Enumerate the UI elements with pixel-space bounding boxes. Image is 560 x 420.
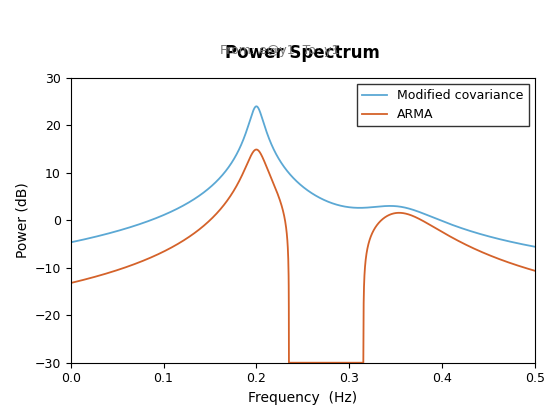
Modified covariance (520, 242, 526, 247)
Title: Power Spectrum: Power Spectrum (225, 45, 380, 63)
ARMA (478, 249, 485, 255)
Line: ARMA: ARMA (71, 150, 535, 363)
Modified covariance (502, 238, 509, 243)
Modified covariance (531, 244, 538, 249)
ARMA (531, 268, 538, 273)
Modified covariance (445, 221, 451, 226)
Modified covariance (253, 104, 260, 109)
ARMA (445, 233, 451, 238)
ARMA (502, 259, 509, 264)
Line: Modified covariance: Modified covariance (71, 106, 535, 247)
ARMA (377, 218, 384, 223)
Y-axis label: Power (dB): Power (dB) (15, 182, 29, 258)
Modified covariance (67, 240, 74, 245)
Modified covariance (104, 231, 111, 236)
Text: From: e@y1  To: y1: From: e@y1 To: y1 (220, 44, 340, 57)
ARMA (286, 360, 292, 365)
Modified covariance (478, 232, 485, 237)
ARMA (104, 271, 111, 276)
X-axis label: Frequency  (Hz): Frequency (Hz) (248, 391, 357, 405)
Legend: Modified covariance, ARMA: Modified covariance, ARMA (357, 84, 529, 126)
ARMA (67, 281, 74, 286)
ARMA (253, 147, 260, 152)
Modified covariance (377, 204, 384, 209)
ARMA (520, 265, 526, 270)
